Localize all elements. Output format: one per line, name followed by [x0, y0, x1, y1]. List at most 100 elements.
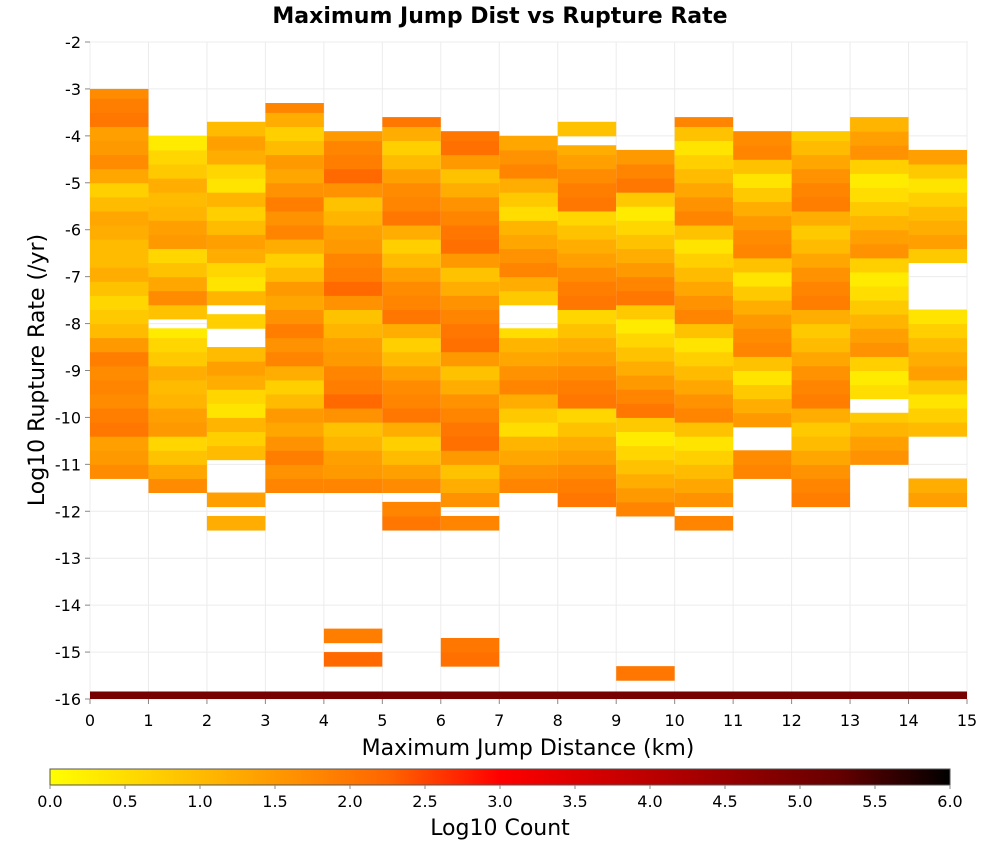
heatmap-cell-col9-row19 — [616, 234, 675, 249]
colorbar-tick-label-1: 0.5 — [112, 792, 137, 811]
heatmap-cell-col2-row7 — [206, 347, 266, 362]
heatmap-cell-col14-row7 — [908, 323, 967, 339]
heatmap-cell-col6-row1 — [440, 637, 500, 653]
heatmap-cell-col12-row10 — [791, 351, 851, 367]
heatmap-cell-col4-row0 — [323, 478, 383, 494]
heatmap-cell-col8-row6 — [557, 408, 617, 423]
heatmap-cell-col13-row11 — [850, 229, 909, 245]
heatmap-cell-col4-row6 — [323, 393, 383, 409]
heatmap-cell-col13-row15 — [850, 173, 909, 188]
heatmap-cell-col1-row3 — [148, 262, 207, 278]
heatmap-cell-col2-row6 — [206, 206, 266, 221]
heatmap-cell-col3-row12 — [265, 309, 324, 325]
heatmap-cell-col13-row3 — [850, 342, 909, 357]
heatmap-cell-col12-row14 — [791, 295, 851, 310]
heatmap-cell-col5-row20 — [382, 196, 441, 212]
heatmap-cell-col1-row0 — [148, 304, 207, 320]
heatmap-cell-col13-row17 — [850, 145, 909, 160]
y-tick-label-1: -3 — [65, 80, 81, 99]
heatmap-cell-col7-row9 — [499, 351, 558, 367]
heatmap-cell-col2-row4 — [206, 389, 266, 404]
heatmap-cell-col11-row20 — [733, 131, 792, 146]
heatmap-cell-col5-row2 — [382, 450, 441, 465]
heatmap-cell-col9-row0 — [616, 666, 675, 681]
heatmap-cell-col11-row4 — [733, 356, 792, 371]
colorbar-tick-label-9: 4.5 — [712, 792, 737, 811]
y-axis-ticks: -2 -3 -4 -5 -6 -7 -8 -9 -10 -11 -12 -13 -14 -15 -16 — [55, 33, 90, 709]
colorbar-tick-label-8: 4.0 — [637, 792, 662, 811]
heatmap-cell-col10-row9 — [674, 365, 734, 381]
heatmap-cell-col1-row4 — [148, 422, 207, 437]
heatmap-cell-col13-row0 — [850, 384, 909, 400]
heatmap-cell-col10-row10 — [674, 351, 734, 367]
heatmap-cell-col5-row22 — [382, 168, 441, 184]
heatmap-cell-col1-row2 — [148, 450, 207, 465]
heatmap-cell-col7-row2 — [499, 450, 558, 465]
heatmap-cell-col4-row24 — [323, 140, 383, 156]
y-tick-label-13: -15 — [55, 643, 81, 662]
heatmap-cell-col3-row10 — [265, 337, 324, 353]
heatmap-cell-col8-row7 — [557, 393, 617, 409]
heatmap-cell-col2-row5 — [206, 375, 266, 390]
heatmap-cell-col11-row1 — [733, 398, 792, 414]
heatmap-cell-col3-row19 — [265, 210, 324, 226]
heatmap-cell-col7-row7 — [499, 379, 558, 395]
heatmap-cell-col11-row0 — [733, 464, 792, 479]
heatmap-cell-col6-row25 — [440, 140, 500, 156]
heatmap-cell-col5-row14 — [382, 281, 441, 296]
heatmap-cell-col6-row2 — [440, 464, 500, 479]
heatmap-cell-col7-row5 — [499, 220, 558, 235]
heatmap-cell-col12-row24 — [791, 154, 851, 170]
x-tick-label-7: 7 — [494, 711, 504, 730]
heatmap-cell-col12-row18 — [791, 239, 851, 254]
heatmap-cell-col6-row16 — [440, 267, 500, 282]
heatmap-cell-col7-row8 — [499, 365, 558, 381]
heatmap-cell-col10-row26 — [674, 126, 734, 142]
heatmap-cell-col10-row21 — [674, 196, 734, 212]
heatmap-cell-col9-row11 — [616, 347, 675, 362]
heatmap-cell-col5-row8 — [382, 365, 441, 381]
x-tick-label-5: 5 — [377, 711, 387, 730]
heatmap-cell-col4-row14 — [323, 281, 383, 296]
heatmap-cell-col5-row6 — [382, 393, 441, 409]
heatmap-cell-col2-row11 — [206, 135, 266, 151]
y-tick-label-12: -14 — [55, 596, 81, 615]
heatmap-cell-col11-row19 — [733, 145, 792, 160]
heatmap-cell-col5-row23 — [382, 154, 441, 170]
heatmap-cell-col9-row12 — [616, 332, 675, 348]
heatmap-cell-col9-row2 — [616, 473, 675, 489]
heatmap-cell-col11-row17 — [733, 173, 792, 188]
heatmap-cell-col3-row8 — [265, 365, 324, 381]
heatmap-cell-col9-row14 — [616, 304, 675, 320]
heatmap-cell-col14-row6 — [908, 164, 967, 179]
heatmap-cell-col1-row11 — [148, 328, 207, 339]
heatmap-cell-col14-row8 — [908, 309, 967, 325]
heatmap-cell-col9-row0 — [616, 501, 675, 517]
heatmap-cell-col8-row4 — [557, 436, 617, 451]
x-tick-label-12: 12 — [781, 711, 801, 730]
heatmap-cell-col5-row7 — [382, 379, 441, 395]
heatmap-cell-col2-row5 — [206, 220, 266, 235]
x-tick-label-3: 3 — [260, 711, 270, 730]
heatmap-cell-col9-row9 — [616, 375, 675, 390]
heatmap-cell-col6-row19 — [440, 225, 500, 240]
heatmap-cell-col13-row10 — [850, 243, 909, 259]
heatmap-cell-col1-row9 — [148, 351, 207, 367]
heatmap-cell-col9-row16 — [616, 276, 675, 292]
heatmap-cell-col5-row25 — [382, 126, 441, 142]
heatmap-cell-col14-row3 — [908, 379, 967, 395]
heatmap-cell-col0-row26 — [90, 98, 149, 113]
heatmap-cell-col14-row4 — [908, 365, 967, 381]
heatmap-cell-col0-row4 — [90, 408, 149, 423]
heatmap-cell-col5-row19 — [382, 210, 441, 226]
heatmap-cell-col1-row6 — [148, 220, 207, 235]
heatmap-cell-col8-row0 — [557, 492, 617, 508]
heatmap-cell-col11-row7 — [733, 314, 792, 329]
heatmap-cell-col2-row7 — [206, 192, 266, 207]
chart-title: Maximum Jump Dist vs Rupture Rate — [272, 4, 727, 29]
heatmap-cell-col9-row22 — [616, 192, 675, 207]
heatmap-cell-col0-row25 — [90, 112, 149, 127]
heatmap-cell-col11-row10 — [733, 271, 792, 287]
